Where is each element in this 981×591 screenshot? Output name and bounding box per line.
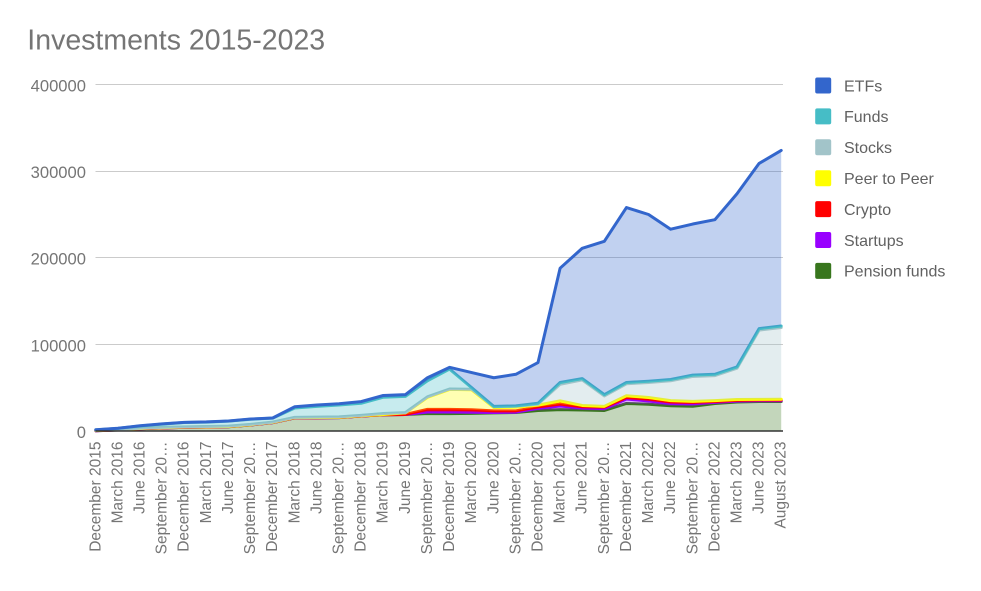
svg-text:Investments 2015-2023: Investments 2015-2023 xyxy=(27,24,325,56)
svg-text:June 2019: June 2019 xyxy=(397,442,414,514)
svg-text:June 2016: June 2016 xyxy=(132,442,149,514)
svg-text:0: 0 xyxy=(77,423,86,442)
svg-text:September 20…: September 20… xyxy=(154,442,171,555)
svg-text:December 2022: December 2022 xyxy=(706,442,723,552)
svg-text:September 20…: September 20… xyxy=(684,442,701,555)
svg-text:September 20…: September 20… xyxy=(596,442,613,555)
svg-text:June 2018: June 2018 xyxy=(308,442,325,514)
svg-text:300000: 300000 xyxy=(31,163,86,182)
svg-text:December 2020: December 2020 xyxy=(530,441,547,552)
svg-text:Startups: Startups xyxy=(844,233,904,250)
svg-text:Peer to Peer: Peer to Peer xyxy=(844,171,935,188)
svg-text:Pension funds: Pension funds xyxy=(844,264,945,281)
svg-text:September 20…: September 20… xyxy=(507,442,524,555)
svg-text:March 2017: March 2017 xyxy=(198,442,215,524)
svg-text:December 2019: December 2019 xyxy=(441,442,458,552)
svg-text:December 2018: December 2018 xyxy=(353,442,370,552)
svg-text:100000: 100000 xyxy=(31,336,86,355)
svg-text:March 2018: March 2018 xyxy=(286,442,303,524)
svg-text:December 2015: December 2015 xyxy=(87,442,104,552)
svg-text:Crypto: Crypto xyxy=(844,202,891,219)
svg-text:June 2022: June 2022 xyxy=(662,442,679,514)
svg-text:September 20…: September 20… xyxy=(331,442,348,555)
svg-text:March 2019: March 2019 xyxy=(375,442,392,524)
svg-text:December 2021: December 2021 xyxy=(618,442,635,552)
svg-text:December 2016: December 2016 xyxy=(176,442,193,552)
svg-text:March 2020: March 2020 xyxy=(463,441,480,523)
svg-text:March 2021: March 2021 xyxy=(552,442,569,524)
svg-text:200000: 200000 xyxy=(31,250,86,269)
svg-text:June 2017: June 2017 xyxy=(220,442,237,514)
svg-text:June 2020: June 2020 xyxy=(485,441,502,514)
svg-text:ETFs: ETFs xyxy=(844,78,882,95)
svg-text:400000: 400000 xyxy=(31,77,86,96)
svg-text:March 2022: March 2022 xyxy=(640,442,657,524)
svg-text:August 2023: August 2023 xyxy=(773,442,790,529)
svg-text:March 2016: March 2016 xyxy=(109,442,126,524)
svg-text:June 2023: June 2023 xyxy=(751,442,768,514)
svg-text:Stocks: Stocks xyxy=(844,140,892,157)
svg-text:Funds: Funds xyxy=(844,109,888,126)
svg-text:September 20…: September 20… xyxy=(419,442,436,555)
svg-text:June 2021: June 2021 xyxy=(574,442,591,514)
svg-text:March 2023: March 2023 xyxy=(728,442,745,524)
svg-text:December 2017: December 2017 xyxy=(264,442,281,552)
svg-text:September 20…: September 20… xyxy=(242,442,259,555)
